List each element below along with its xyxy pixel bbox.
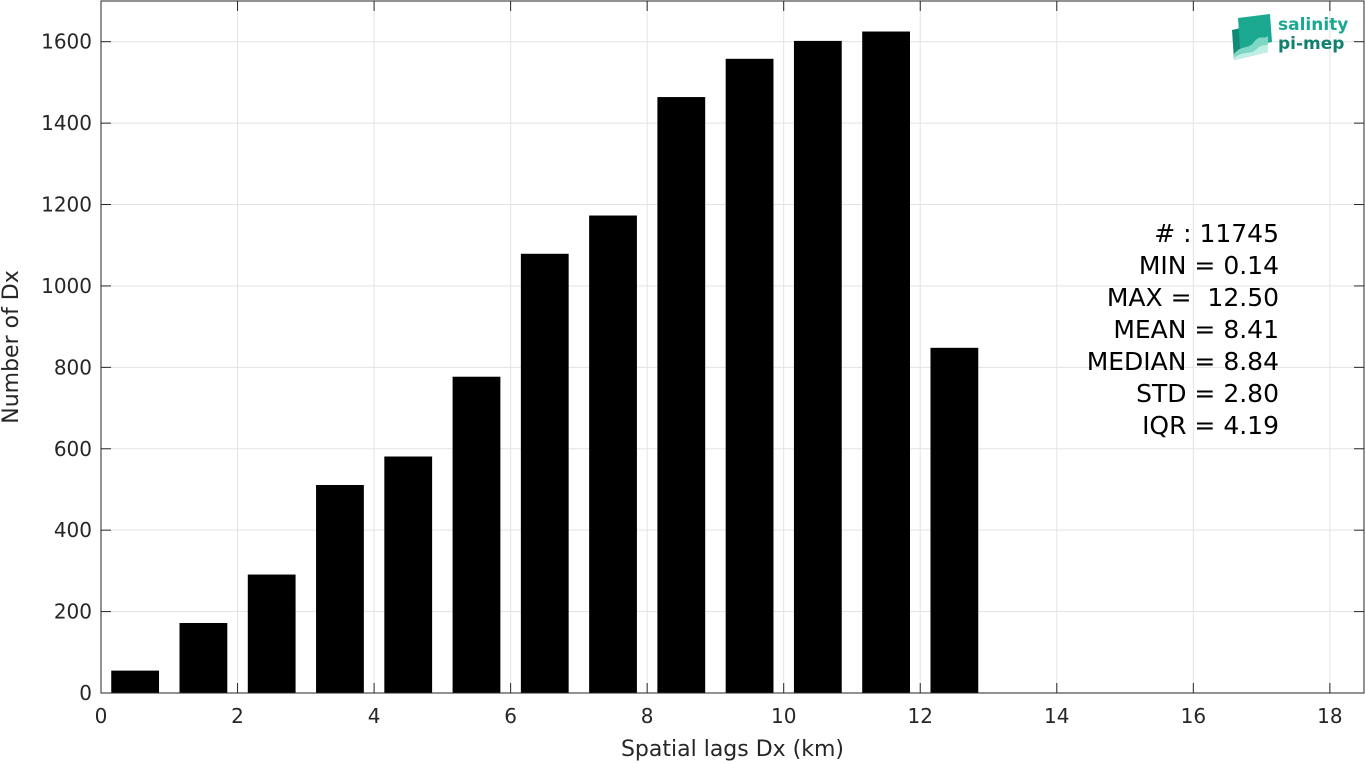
y-tick-label: 1200	[41, 193, 92, 217]
histogram-bar	[520, 253, 569, 694]
x-tick-label: 10	[771, 704, 796, 728]
statistics-panel: # : 11745 MIN = 0.14 MAX = 12.50 MEAN = …	[1087, 218, 1279, 442]
salinity-pimep-logo: salinity pi-mep	[1228, 14, 1356, 62]
histogram-bar	[862, 31, 911, 693]
axes-box	[100, 0, 1365, 694]
histogram-bar	[793, 40, 842, 693]
y-tick-labels: 0 200 400 600 800 1000 1200 1400 1600	[41, 30, 92, 705]
y-tick-label: 600	[54, 437, 92, 461]
stat-iqr: IQR = 4.19	[1142, 411, 1279, 440]
y-tick-label: 1400	[41, 111, 92, 135]
tick-marks	[100, 1, 1364, 694]
x-tick-labels: 0 2 4 6 8 10 12 14 16 18	[95, 704, 1343, 728]
stat-min: MIN = 0.14	[1138, 251, 1279, 280]
histogram-bar	[316, 484, 364, 693]
histogram-bar	[930, 347, 979, 693]
wave-logo-icon	[1232, 14, 1272, 60]
histogram-bar	[657, 97, 706, 694]
histogram-bar	[589, 215, 637, 693]
histogram-bar	[725, 58, 774, 693]
y-tick-label: 1000	[41, 274, 92, 298]
x-tick-label: 4	[368, 704, 381, 728]
histogram-bar	[111, 670, 160, 693]
stat-median: MEDIAN = 8.84	[1086, 347, 1279, 376]
logo-text-pimep: pi-mep	[1278, 34, 1345, 54]
y-axis-label: Number of Dx	[0, 270, 24, 424]
x-tick-label: 6	[504, 704, 517, 728]
x-tick-label: 0	[95, 704, 108, 728]
x-tick-label: 16	[1181, 704, 1206, 728]
x-tick-label: 18	[1317, 704, 1342, 728]
y-tick-label: 1600	[41, 30, 92, 54]
stat-max: MAX = 12.50	[1106, 283, 1279, 312]
y-tick-label: 200	[54, 600, 92, 624]
x-axis-label: Spatial lags Dx (km)	[621, 737, 844, 762]
logo-text-salinity: salinity	[1278, 15, 1349, 35]
histogram-bar	[247, 574, 296, 693]
stat-count: # : 11745	[1154, 219, 1279, 248]
y-tick-label: 0	[79, 681, 92, 705]
histogram-bar	[384, 456, 433, 693]
x-tick-label: 14	[1044, 704, 1069, 728]
y-tick-label: 800	[54, 355, 92, 379]
x-tick-label: 8	[641, 704, 654, 728]
x-tick-label: 2	[231, 704, 244, 728]
x-tick-label: 12	[908, 704, 933, 728]
histogram-bar	[179, 622, 228, 693]
stat-std: STD = 2.80	[1136, 379, 1279, 408]
stat-mean: MEAN = 8.41	[1113, 315, 1279, 344]
histogram-bar	[452, 376, 501, 693]
y-tick-label: 400	[54, 518, 92, 542]
bars	[111, 31, 979, 694]
